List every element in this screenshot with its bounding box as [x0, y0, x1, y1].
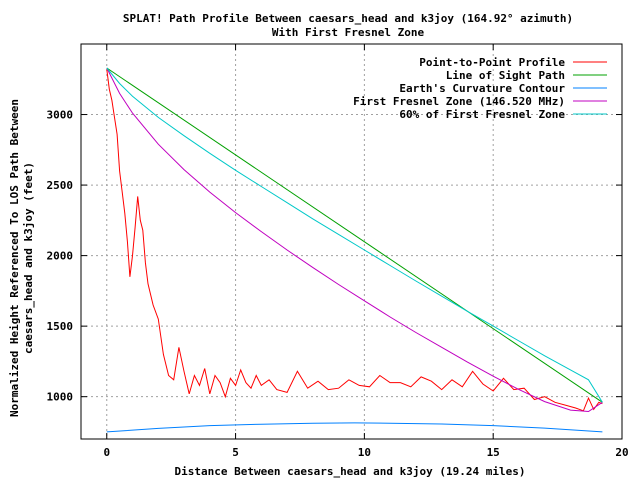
x-tick-label: 20 — [615, 446, 628, 459]
chart-title: SPLAT! Path Profile Between caesars_head… — [123, 12, 573, 25]
plot-frame — [80, 43, 623, 440]
y-axis-label-line-2: caesars_head and k3joy (feet) — [22, 162, 35, 354]
series-line-4 — [106, 67, 603, 403]
y-tick-label: 2500 — [47, 179, 74, 192]
legend-label-0: Point-to-Point Profile — [419, 56, 565, 69]
x-tick-label: 5 — [232, 446, 239, 459]
y-tick-label: 1500 — [47, 320, 74, 333]
legend-label-3: First Fresnel Zone (146.520 MHz) — [353, 95, 565, 108]
x-axis-label: Distance Between caesars_head and k3joy … — [175, 465, 526, 478]
y-axis-label-line-1: Normalized Height Referenced To LOS Path… — [8, 99, 21, 417]
y-tick-label: 1000 — [47, 391, 74, 404]
series-line-1 — [106, 67, 603, 403]
legend-label-4: 60% of First Fresnel Zone — [399, 108, 565, 121]
y-tick-label: 2000 — [47, 250, 74, 263]
y-tick-label: 3000 — [47, 109, 74, 122]
legend-label-2: Earth's Curvature Contour — [399, 82, 565, 95]
series-line-0 — [106, 69, 603, 412]
x-tick-label: 15 — [487, 446, 500, 459]
series-line-2 — [106, 422, 603, 433]
x-tick-label: 0 — [103, 446, 110, 459]
series-lines — [106, 67, 603, 433]
legend-label-1: Line of Sight Path — [446, 69, 565, 82]
x-tick-label: 10 — [358, 446, 371, 459]
chart-subtitle: With First Fresnel Zone — [272, 26, 425, 39]
series-line-3 — [106, 67, 603, 413]
